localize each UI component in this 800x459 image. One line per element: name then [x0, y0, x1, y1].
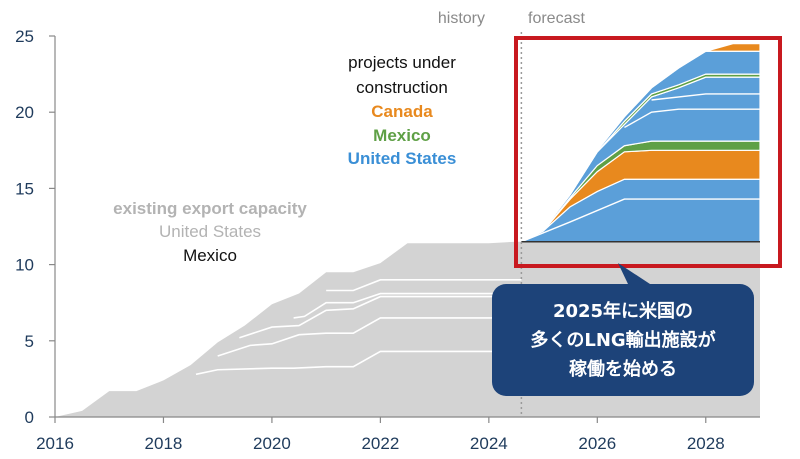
- projects-under-construction-label-line2: construction: [356, 78, 448, 97]
- callout-pointer: [618, 263, 650, 284]
- callout-line-3: 稼働を始める: [569, 358, 677, 380]
- legend-us-construction: United States: [348, 149, 457, 168]
- x-tick-label-2018: 2018: [145, 434, 183, 453]
- y-tick-label-0: 0: [25, 408, 34, 427]
- construction-band-canada-7: [521, 43, 761, 243]
- legend-canada-construction: Canada: [371, 102, 433, 121]
- projects-under-construction-label-line1: projects under: [348, 53, 456, 72]
- forecast-highlight-box: [514, 36, 782, 268]
- x-tick-label-2024: 2024: [470, 434, 508, 453]
- forecast-label: forecast: [528, 10, 585, 27]
- legend-existing-mexico: Mexico: [183, 246, 237, 265]
- y-tick-label-25: 25: [15, 27, 34, 46]
- existing-facility-divider-5: [326, 279, 522, 292]
- us-project-divider-3: [651, 93, 760, 101]
- us-project-divider-2: [624, 108, 760, 129]
- y-tick-label-10: 10: [15, 256, 34, 275]
- x-tick-label-2020: 2020: [253, 434, 291, 453]
- x-tick-label-2016: 2016: [36, 434, 74, 453]
- y-tick-label-5: 5: [25, 332, 34, 351]
- forecast-layer: [521, 43, 761, 243]
- y-tick-label-15: 15: [15, 179, 34, 198]
- x-tick-label-2022: 2022: [361, 434, 399, 453]
- y-tick-label-20: 20: [15, 103, 34, 122]
- tick-labels-layer: 0 5 10 15 20 25 2016 2018 2020 2022 2024 2026 2028: [15, 27, 725, 453]
- us-project-divider-1: [521, 198, 760, 243]
- callout-line-1: 2025年に米国の: [552, 300, 694, 322]
- existing-facility-divider-4: [293, 292, 522, 319]
- legend-mexico-construction: Mexico: [373, 126, 431, 145]
- callout-box: 2025年に米国の 多くのLNG輸出施設が 稼働を始める: [492, 284, 754, 396]
- existing-facility-divider-3: [239, 295, 522, 339]
- callout-line-2: 多くのLNG輸出施設が: [530, 329, 716, 351]
- existing-facility-divider-2: [217, 317, 522, 357]
- x-tick-label-2026: 2026: [578, 434, 616, 453]
- legend-existing-capacity: existing export capacity: [113, 199, 307, 218]
- legend-existing-us: United States: [159, 222, 261, 241]
- existing-facility-divider-1: [195, 350, 522, 376]
- x-tick-label-2028: 2028: [687, 434, 725, 453]
- history-label: history: [438, 10, 485, 27]
